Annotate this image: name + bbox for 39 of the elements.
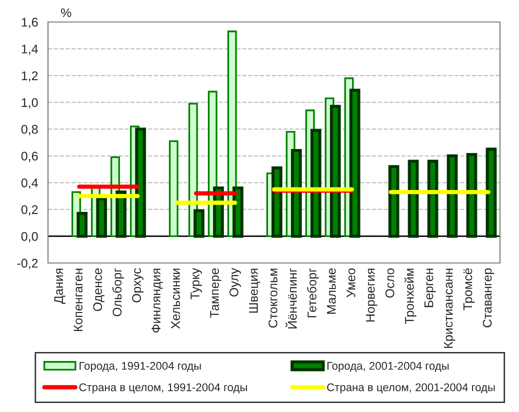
x-tick-label: Норвегия [366, 268, 378, 322]
x-tick-label: Осло [385, 268, 394, 298]
x-tick-label: Умео [346, 268, 356, 298]
x-tick-label: Стокгольм [268, 268, 278, 328]
y-tick-label: 0,2 [21, 205, 38, 216]
legend-label: Страна в целом, 2001-2004 годы [327, 383, 495, 394]
legend-label: Города, 1991-2004 годы [80, 362, 201, 372]
x-tick-label: Ольборг [112, 268, 124, 316]
x-tick-label: Тромсё [463, 268, 475, 310]
y-tick-label: 1,4 [22, 44, 38, 55]
legend-label: Города, 2001-2004 годы [327, 362, 449, 372]
x-tick-label: Швеция [249, 268, 260, 313]
x-tick-label: Ставангер [482, 268, 494, 328]
x-tick-label: Орхус [132, 268, 144, 302]
y-tick-label: 0,0 [21, 232, 38, 242]
x-tick-label: Оулу [230, 268, 241, 297]
y-tick-label: -0,2 [17, 258, 38, 270]
y-axis-title: % [60, 8, 72, 18]
x-tick-label: Йёнчёпинг [285, 268, 297, 328]
y-tick-label: 1,2 [22, 71, 38, 82]
bar [168, 140, 178, 238]
y-tick-label: 0,6 [21, 152, 38, 162]
x-tick-label: Копенгаген [74, 268, 83, 332]
y-tick-label: 1,0 [22, 98, 38, 108]
x-tick-label: Турку [190, 268, 202, 300]
y-tick-label: 0,8 [21, 124, 38, 136]
x-tick-label: Тампере [210, 268, 222, 318]
x-tick-label: Тронхейм [404, 268, 416, 324]
x-tick-label: Дания [54, 268, 66, 304]
y-tick-label: 1,6 [22, 18, 38, 28]
x-tick-label: Финляндия [152, 268, 163, 333]
legend-label: Страна в целом, 1991-2004 годы [79, 383, 247, 394]
y-tick-label: 0,4 [21, 178, 38, 189]
x-tick-label: Хельсинки [171, 268, 180, 329]
x-tick-label: Мальме [327, 268, 336, 314]
x-tick-label: Кристиансанн [444, 268, 456, 348]
x-tick-label: Берген [424, 268, 436, 308]
x-tick-label: Оденсе [93, 268, 104, 312]
x-tick-label: Гетеборг [307, 268, 319, 318]
